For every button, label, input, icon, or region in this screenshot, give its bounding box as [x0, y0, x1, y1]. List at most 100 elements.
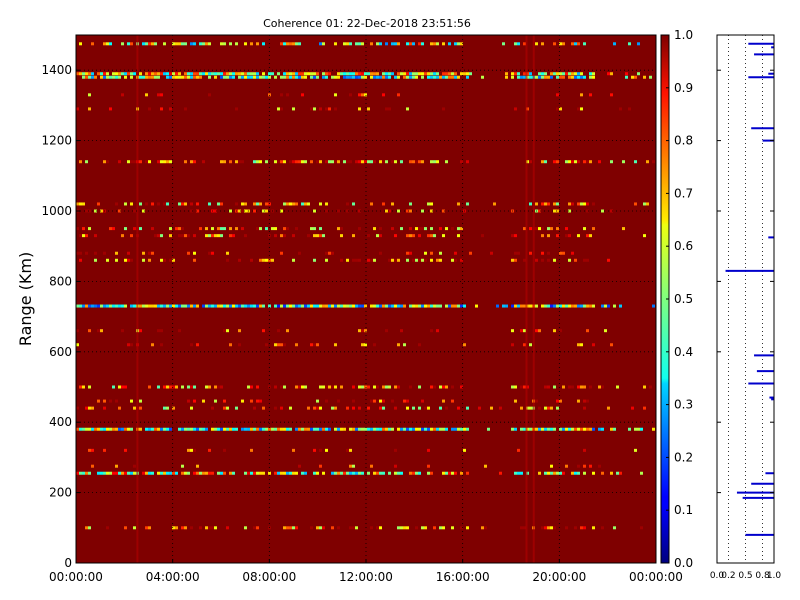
heatmap-cell — [358, 406, 361, 410]
heatmap-cell — [397, 471, 400, 475]
heatmap-cell — [148, 258, 151, 262]
heatmap-cell — [589, 234, 592, 238]
heatmap-cell — [316, 406, 319, 410]
heatmap-cell — [442, 209, 445, 213]
heatmap-cell — [295, 42, 298, 46]
heatmap-cell — [577, 42, 580, 46]
heatmap-cell — [142, 75, 145, 79]
heatmap-cell — [310, 304, 313, 308]
heatmap-cell — [403, 343, 406, 347]
heatmap-cell — [319, 304, 322, 308]
heatmap-cell — [262, 406, 265, 410]
heatmap-cell — [190, 75, 193, 79]
heatmap-cell — [523, 385, 526, 389]
heatmap-cell — [85, 234, 88, 238]
heatmap-cell — [394, 160, 397, 164]
heatmap-cell — [319, 385, 322, 389]
heatmap-cell — [367, 406, 370, 410]
heatmap-cell — [406, 399, 409, 403]
heatmap-cell — [418, 42, 421, 46]
heatmap-cell — [265, 202, 268, 206]
heatmap-cell — [187, 72, 190, 76]
colorbar-tick-label: 0.4 — [674, 345, 693, 359]
heatmap-cell — [139, 406, 142, 410]
heatmap-cell — [382, 471, 385, 475]
heatmap-cell — [514, 427, 517, 431]
heatmap-cell — [538, 75, 541, 79]
heatmap-cell — [592, 343, 595, 347]
heatmap-cell — [115, 251, 118, 255]
heatmap-cell — [334, 75, 337, 79]
heatmap-cell — [196, 427, 199, 431]
heatmap-cell — [259, 75, 262, 79]
heatmap-cell — [226, 526, 229, 530]
heatmap-cell — [571, 42, 574, 46]
heatmap-cell — [529, 251, 532, 255]
heatmap-cell — [352, 399, 355, 403]
heatmap-cell — [127, 42, 130, 46]
heatmap-cell — [82, 304, 85, 308]
heatmap-cell — [430, 227, 433, 231]
heatmap-cell — [319, 160, 322, 164]
heatmap-cell — [322, 427, 325, 431]
heatmap-cell — [298, 427, 301, 431]
heatmap-cell — [346, 202, 349, 206]
heatmap-cell — [346, 72, 349, 76]
heatmap-cell — [145, 202, 148, 206]
heatmap-cell — [82, 227, 85, 231]
heatmap-cell — [574, 304, 577, 308]
heatmap-cell — [391, 227, 394, 231]
heatmap-cell — [109, 399, 112, 403]
profile-x-tick-label: 0.5 — [738, 571, 752, 581]
heatmap-cell — [373, 471, 376, 475]
heatmap-cell — [85, 209, 88, 213]
heatmap-cell — [97, 72, 100, 76]
heatmap-cell — [157, 93, 160, 97]
heatmap-cell — [226, 251, 229, 255]
heatmap-cell — [625, 72, 628, 76]
heatmap-cell — [406, 107, 409, 111]
heatmap-cell — [610, 209, 613, 213]
vertical-artifact — [136, 35, 139, 563]
heatmap-cell — [115, 202, 118, 206]
colorbar-tick-label: 0.6 — [674, 239, 693, 253]
heatmap-cell — [523, 329, 526, 333]
heatmap-cell — [163, 258, 166, 262]
heatmap-cell — [358, 93, 361, 97]
heatmap-cell — [241, 160, 244, 164]
heatmap-cell — [562, 304, 565, 308]
heatmap-cell — [283, 385, 286, 389]
heatmap-cell — [298, 160, 301, 164]
heatmap-cell — [151, 471, 154, 475]
heatmap-cell — [214, 209, 217, 213]
heatmap-cell — [340, 227, 343, 231]
heatmap-cell — [421, 399, 424, 403]
heatmap-cell — [400, 72, 403, 76]
heatmap-cell — [376, 471, 379, 475]
heatmap-cell — [325, 209, 328, 213]
heatmap-cell — [250, 72, 253, 76]
heatmap-cell — [586, 399, 589, 403]
heatmap-cell — [514, 471, 517, 475]
heatmap-cell — [175, 385, 178, 389]
heatmap-cell — [388, 107, 391, 111]
heatmap-cell — [556, 234, 559, 238]
heatmap-cell — [409, 427, 412, 431]
heatmap-cell — [337, 209, 340, 213]
heatmap-cell — [259, 160, 262, 164]
heatmap-cell — [553, 526, 556, 530]
heatmap-cell — [121, 385, 124, 389]
heatmap-cell — [112, 227, 115, 231]
y-tick-label: 400 — [49, 415, 72, 429]
heatmap-cell — [412, 258, 415, 262]
heatmap-cell — [463, 343, 466, 347]
heatmap-cell — [520, 385, 523, 389]
heatmap-cell — [454, 258, 457, 262]
heatmap-cell — [583, 471, 586, 475]
heatmap-cell — [310, 160, 313, 164]
heatmap-cell — [610, 427, 613, 431]
heatmap-cell — [547, 251, 550, 255]
heatmap-cell — [460, 304, 463, 308]
heatmap-cell — [139, 202, 142, 206]
heatmap-cell — [643, 234, 646, 238]
